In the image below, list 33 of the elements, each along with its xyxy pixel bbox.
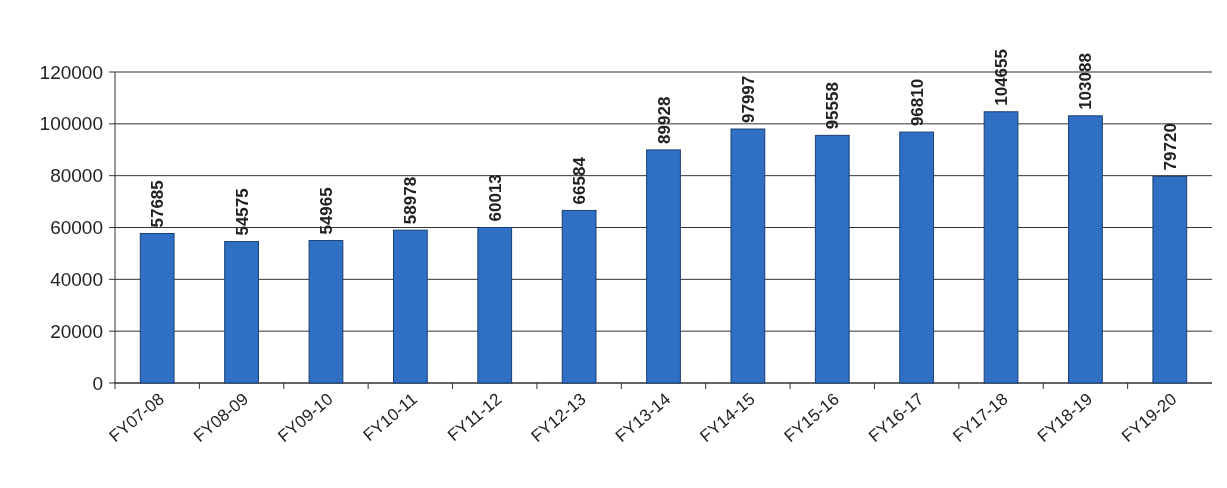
bar [1068, 115, 1103, 384]
bar [477, 226, 513, 384]
bar [814, 134, 850, 384]
y-tick-label: 80000 [50, 165, 103, 187]
data-label: 95558 [823, 82, 843, 130]
y-tick-label: 40000 [50, 268, 103, 290]
bar [983, 111, 1019, 384]
data-label: 103088 [1076, 53, 1096, 110]
bar [730, 128, 766, 384]
bar [646, 149, 681, 384]
y-tick-label: 120000 [39, 61, 103, 83]
y-tick-label: 100000 [39, 113, 103, 135]
data-label: 57685 [148, 180, 168, 228]
data-label: 104655 [992, 49, 1012, 106]
bar [561, 209, 597, 384]
data-label: 58978 [401, 176, 421, 225]
y-tick-label: 60000 [50, 217, 103, 239]
data-label: 97997 [738, 75, 758, 124]
data-label: 60013 [485, 174, 505, 222]
data-label: 66584 [570, 156, 590, 205]
data-label: 96810 [907, 78, 927, 127]
data-label: 89928 [654, 96, 674, 144]
bar [392, 229, 428, 384]
bar [899, 131, 935, 384]
bar [139, 233, 175, 384]
data-label: 54965 [316, 187, 336, 235]
y-tick-label: 20000 [50, 320, 103, 342]
y-tick-label: 0 [92, 372, 103, 394]
data-label: 54575 [232, 188, 252, 236]
bar [308, 240, 344, 384]
data-label: 79720 [1160, 123, 1180, 171]
bar [224, 241, 259, 384]
bar [1152, 175, 1188, 384]
